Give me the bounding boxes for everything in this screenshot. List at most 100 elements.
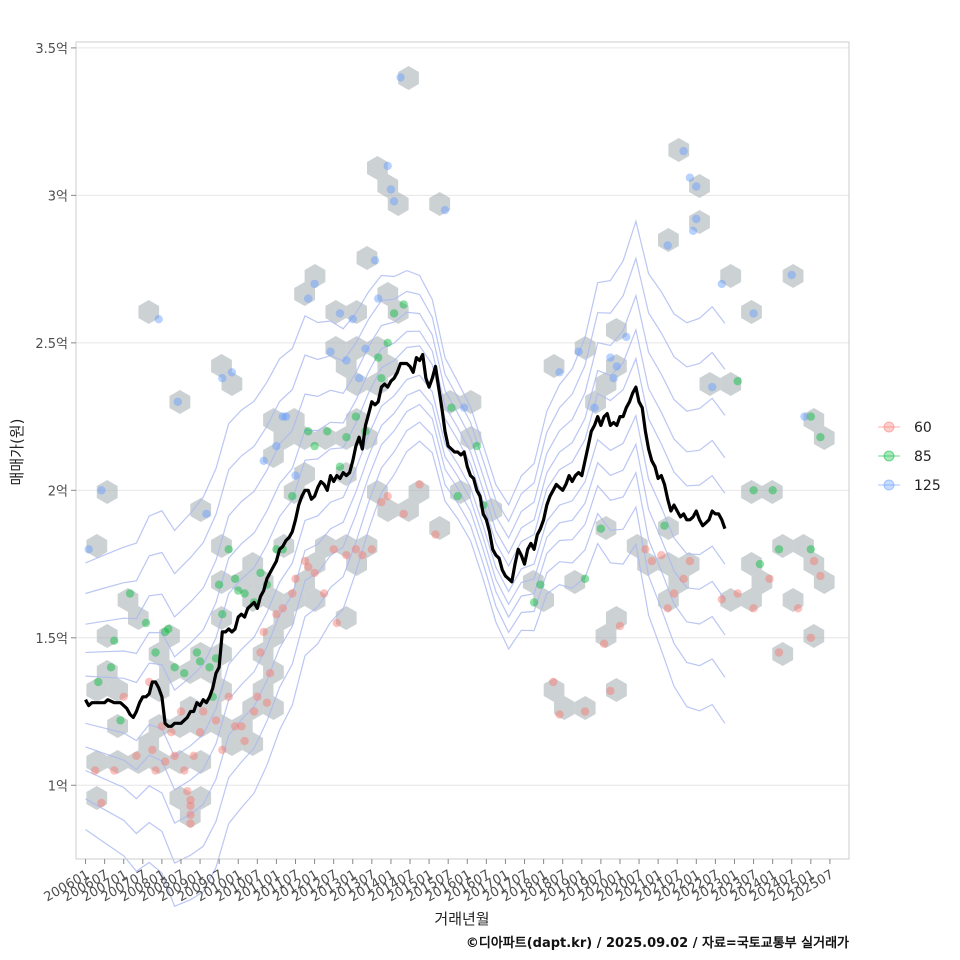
point-60 [195,728,205,737]
point-60 [160,757,170,766]
hexbin-cell [190,786,212,810]
hexbin-cell [803,552,825,576]
legend-label-125: 125 [914,478,941,494]
hexbin-cell [211,534,232,558]
point-85 [240,589,249,598]
hexbin-cell [595,624,617,648]
hexbin-cell [595,372,617,396]
hexbin-cell [398,498,419,522]
hexbin-cell [294,282,315,306]
point-125 [685,173,695,182]
point-60 [151,766,160,775]
hexbin-cell [377,354,399,378]
y-tick-label: 2억 [48,484,68,499]
hexbin-cell [86,534,108,558]
density-contour [85,256,726,595]
point-125 [154,315,163,324]
point-60 [90,766,100,775]
point-85 [383,338,392,347]
point-85 [151,648,160,657]
legend-item-85[interactable]: 85 [878,449,932,465]
point-125 [386,185,396,194]
y-axis-title: 매매가(원) [8,419,26,486]
point-60 [679,574,688,583]
hexbin-cell [304,588,326,612]
hexbin-cell [346,336,367,360]
hexbin-cell [803,624,825,648]
y-axis: 1억 1.5억 2억 2.5억 3억 3.5억 [35,42,76,794]
hexbin-cell [543,678,565,702]
hexbin-cell [117,588,139,612]
point-60 [669,589,679,598]
hexbin-cell [159,660,180,684]
point-85 [733,377,742,386]
point-85 [218,610,227,619]
legend-item-60[interactable]: 60 [878,420,932,436]
point-60 [186,819,195,828]
x-axis: 2006012006072007012007072008012008072009… [42,859,836,905]
point-60 [806,633,815,642]
point-60 [132,751,141,760]
point-60 [189,751,198,760]
hexbin-cell [325,336,347,360]
point-125 [310,279,319,289]
hexbin-cell [387,192,409,216]
hexbin-cell [273,426,295,450]
hexbin-cell [242,732,264,756]
point-60 [641,545,650,554]
point-125 [555,368,564,377]
point-60 [170,751,179,760]
point-60 [310,568,319,578]
point-60 [329,545,338,554]
point-85 [596,524,606,533]
hexbin-cell [606,354,627,378]
point-125 [787,270,796,280]
point-125 [173,397,182,406]
density-contours [85,219,726,908]
hexbin-cell [377,174,399,198]
hexbin-cell [782,264,804,288]
hexbin-cell [741,552,762,576]
legend-item-125[interactable]: 125 [878,478,941,494]
hexbin-cell [367,480,388,504]
point-85 [180,669,189,678]
hexbin-cell [190,750,212,774]
hexbin-cell [148,750,170,774]
hexbin-cell [107,678,128,702]
hexbin-layer [86,66,835,828]
point-60 [319,589,329,598]
legend-label-60: 60 [914,420,932,436]
point-60 [199,707,208,716]
hexbin-cell [533,588,554,612]
point-60 [342,551,351,560]
point-85 [447,403,456,412]
hexbin-cell [741,300,762,324]
hexbin-cell [606,318,627,342]
point-60 [717,595,726,604]
point-60 [816,571,825,581]
point-125 [749,309,758,318]
hexbin-cell [169,786,191,810]
hexbin-cell [242,552,264,576]
hexbin-cell [159,624,180,648]
point-125 [218,374,227,383]
hexbin-cell [231,570,253,594]
point-85 [224,545,233,554]
point-85 [806,545,815,554]
point-85 [342,433,351,442]
point-85 [192,648,202,657]
hexbin-cell [813,426,835,450]
point-60 [288,589,297,598]
hexbin-cell [294,462,315,486]
density-contour [85,293,726,625]
point-125 [354,374,364,383]
point-60 [259,627,268,637]
hexbin-cell [128,606,149,630]
hexbin-cell [367,156,388,180]
point-60 [278,604,287,613]
point-125 [574,347,583,356]
point-60 [148,745,157,755]
point-60 [183,787,192,796]
point-125 [278,412,287,421]
point-60 [615,621,625,631]
